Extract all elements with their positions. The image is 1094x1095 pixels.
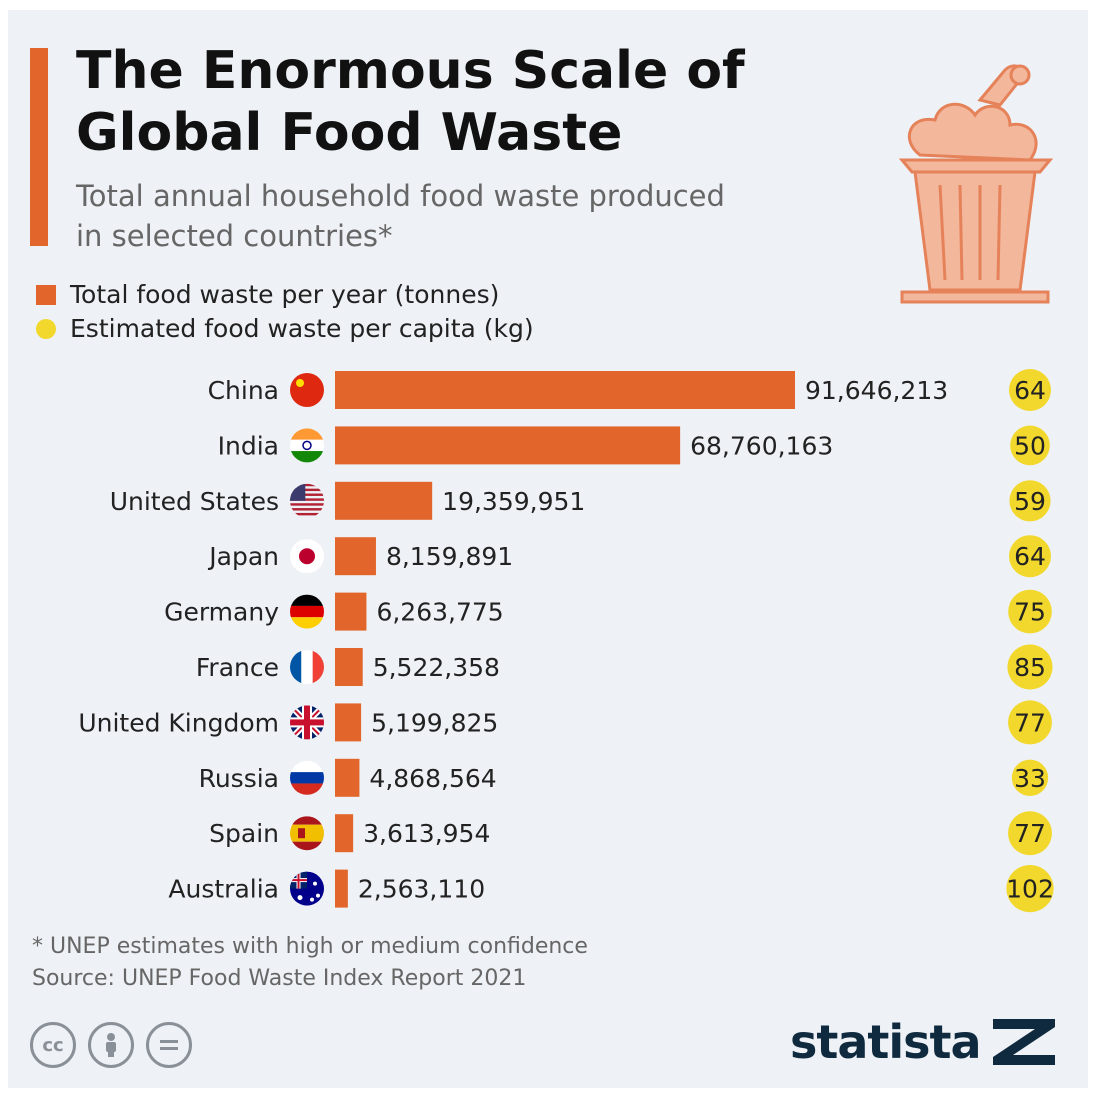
- bar-value-label: 8,159,891: [386, 542, 513, 571]
- per-capita-label: 50: [1014, 431, 1046, 460]
- bar[interactable]: [335, 648, 363, 686]
- category-label: Japan: [207, 542, 279, 571]
- chart-row-china: China 91,646,213 64: [208, 369, 1051, 411]
- category-label: Russia: [199, 764, 279, 793]
- category-label: United States: [110, 487, 279, 516]
- per-capita-bubble[interactable]: [1006, 864, 1054, 913]
- category-label: Germany: [164, 598, 279, 627]
- statista-brand[interactable]: statista: [790, 1015, 1055, 1069]
- per-capita-label: 64: [1014, 542, 1046, 571]
- legend-label-tonnes: Total food waste per year (tonnes): [70, 280, 500, 309]
- chart-row-france: France 5,522,358 85: [196, 644, 1053, 690]
- bar-value-label: 5,199,825: [371, 708, 498, 737]
- per-capita-bubble[interactable]: [1008, 811, 1052, 856]
- category-label: United Kingdom: [78, 708, 279, 737]
- per-capita-bubble[interactable]: [1009, 535, 1051, 578]
- bar[interactable]: [335, 481, 433, 520]
- per-capita-bubble[interactable]: [1009, 369, 1051, 411]
- bar-value-label: 4,868,564: [369, 764, 496, 793]
- bar-value-label: 68,760,163: [690, 431, 833, 460]
- infographic-card: [8, 10, 1088, 1088]
- per-capita-label: 64: [1014, 376, 1046, 405]
- per-capita-label: 75: [1014, 598, 1046, 627]
- per-capita-label: 77: [1014, 819, 1046, 848]
- chart-row-australia: Australia 2,563,110 102: [168, 864, 1054, 913]
- cc-icon[interactable]: cc: [30, 1022, 76, 1068]
- category-label: China: [208, 376, 279, 405]
- bar-value-label: 6,263,775: [376, 598, 503, 627]
- nd-icon[interactable]: [146, 1022, 192, 1068]
- chart-row-japan: Japan 8,159,891 64: [207, 535, 1051, 578]
- statista-logo-icon: [992, 1019, 1055, 1065]
- legend-square-icon: [36, 284, 56, 305]
- subtitle-line-1: Total annual household food waste produc…: [76, 179, 725, 213]
- per-capita-label: 77: [1014, 708, 1046, 737]
- bar[interactable]: [335, 592, 367, 631]
- license-icons: cc: [30, 1022, 192, 1068]
- subtitle-line-2: in selected countries*: [76, 219, 393, 253]
- flag-united-states-icon: [290, 483, 324, 516]
- category-label: India: [218, 431, 279, 460]
- bar-value-label: 5,522,358: [373, 653, 500, 682]
- per-capita-bubble[interactable]: [1007, 644, 1053, 690]
- category-label: Australia: [168, 875, 279, 904]
- legend-item-capita: Estimated food waste per capita (kg): [36, 314, 534, 343]
- bar-value-label: 2,563,110: [358, 875, 485, 904]
- page-subtitle: Total annual household food waste produc…: [76, 176, 856, 256]
- flag-australia-icon: [290, 871, 324, 906]
- by-icon[interactable]: [88, 1022, 134, 1068]
- chart-row-russia: Russia 4,868,564 33: [199, 758, 1049, 797]
- per-capita-bubble[interactable]: [1010, 425, 1050, 466]
- chart-row-india: India 68,760,163 50: [218, 425, 1050, 466]
- per-capita-bubble[interactable]: [1008, 700, 1052, 745]
- per-capita-label: 102: [1006, 875, 1054, 904]
- page-title: The Enormous Scale of Global Food Waste: [76, 41, 745, 163]
- food-waste-bin-icon: [898, 64, 1054, 304]
- per-capita-bubble[interactable]: [1008, 589, 1052, 634]
- per-capita-bubble[interactable]: [1011, 759, 1049, 796]
- flag-france-icon: [290, 650, 324, 684]
- flag-united-kingdom-icon: [290, 705, 324, 740]
- flag-spain-icon: [290, 816, 324, 851]
- per-capita-bubble[interactable]: [1009, 480, 1051, 522]
- bar-value-label: 91,646,213: [805, 376, 948, 405]
- legend-label-capita: Estimated food waste per capita (kg): [70, 314, 534, 343]
- source-note: Source: UNEP Food Waste Index Report 202…: [32, 966, 527, 991]
- category-label: France: [196, 653, 279, 682]
- per-capita-label: 85: [1014, 653, 1046, 682]
- footnote: * UNEP estimates with high or medium con…: [32, 934, 588, 959]
- bar[interactable]: [335, 703, 362, 742]
- bar[interactable]: [335, 537, 376, 576]
- legend-item-tonnes: Total food waste per year (tonnes): [36, 280, 499, 309]
- flag-japan-icon: [290, 539, 324, 574]
- bar[interactable]: [335, 371, 795, 409]
- bar-value-label: 3,613,954: [363, 819, 490, 848]
- legend-circle-icon: [36, 318, 56, 339]
- category-label: Spain: [209, 819, 279, 848]
- flag-russia-icon: [290, 760, 324, 795]
- bar[interactable]: [335, 814, 354, 853]
- flag-germany-icon: [290, 594, 324, 629]
- title-accent-bar: [30, 48, 48, 246]
- flag-india-icon: [290, 428, 324, 463]
- chart-row-germany: Germany 6,263,775 75: [164, 589, 1052, 634]
- chart-row-united-kingdom: United Kingdom 5,199,825 77: [78, 700, 1052, 745]
- bar-value-label: 19,359,951: [442, 487, 585, 516]
- brand-name: statista: [790, 1015, 982, 1069]
- per-capita-label: 59: [1014, 487, 1046, 516]
- flag-china-icon: [290, 373, 324, 407]
- per-capita-label: 33: [1014, 764, 1046, 793]
- bar[interactable]: [335, 869, 348, 908]
- chart-row-spain: Spain 3,613,954 77: [209, 811, 1052, 856]
- chart-row-united-states: United States 19,359,951 59: [110, 480, 1051, 522]
- bar[interactable]: [335, 426, 681, 465]
- bar[interactable]: [335, 758, 360, 797]
